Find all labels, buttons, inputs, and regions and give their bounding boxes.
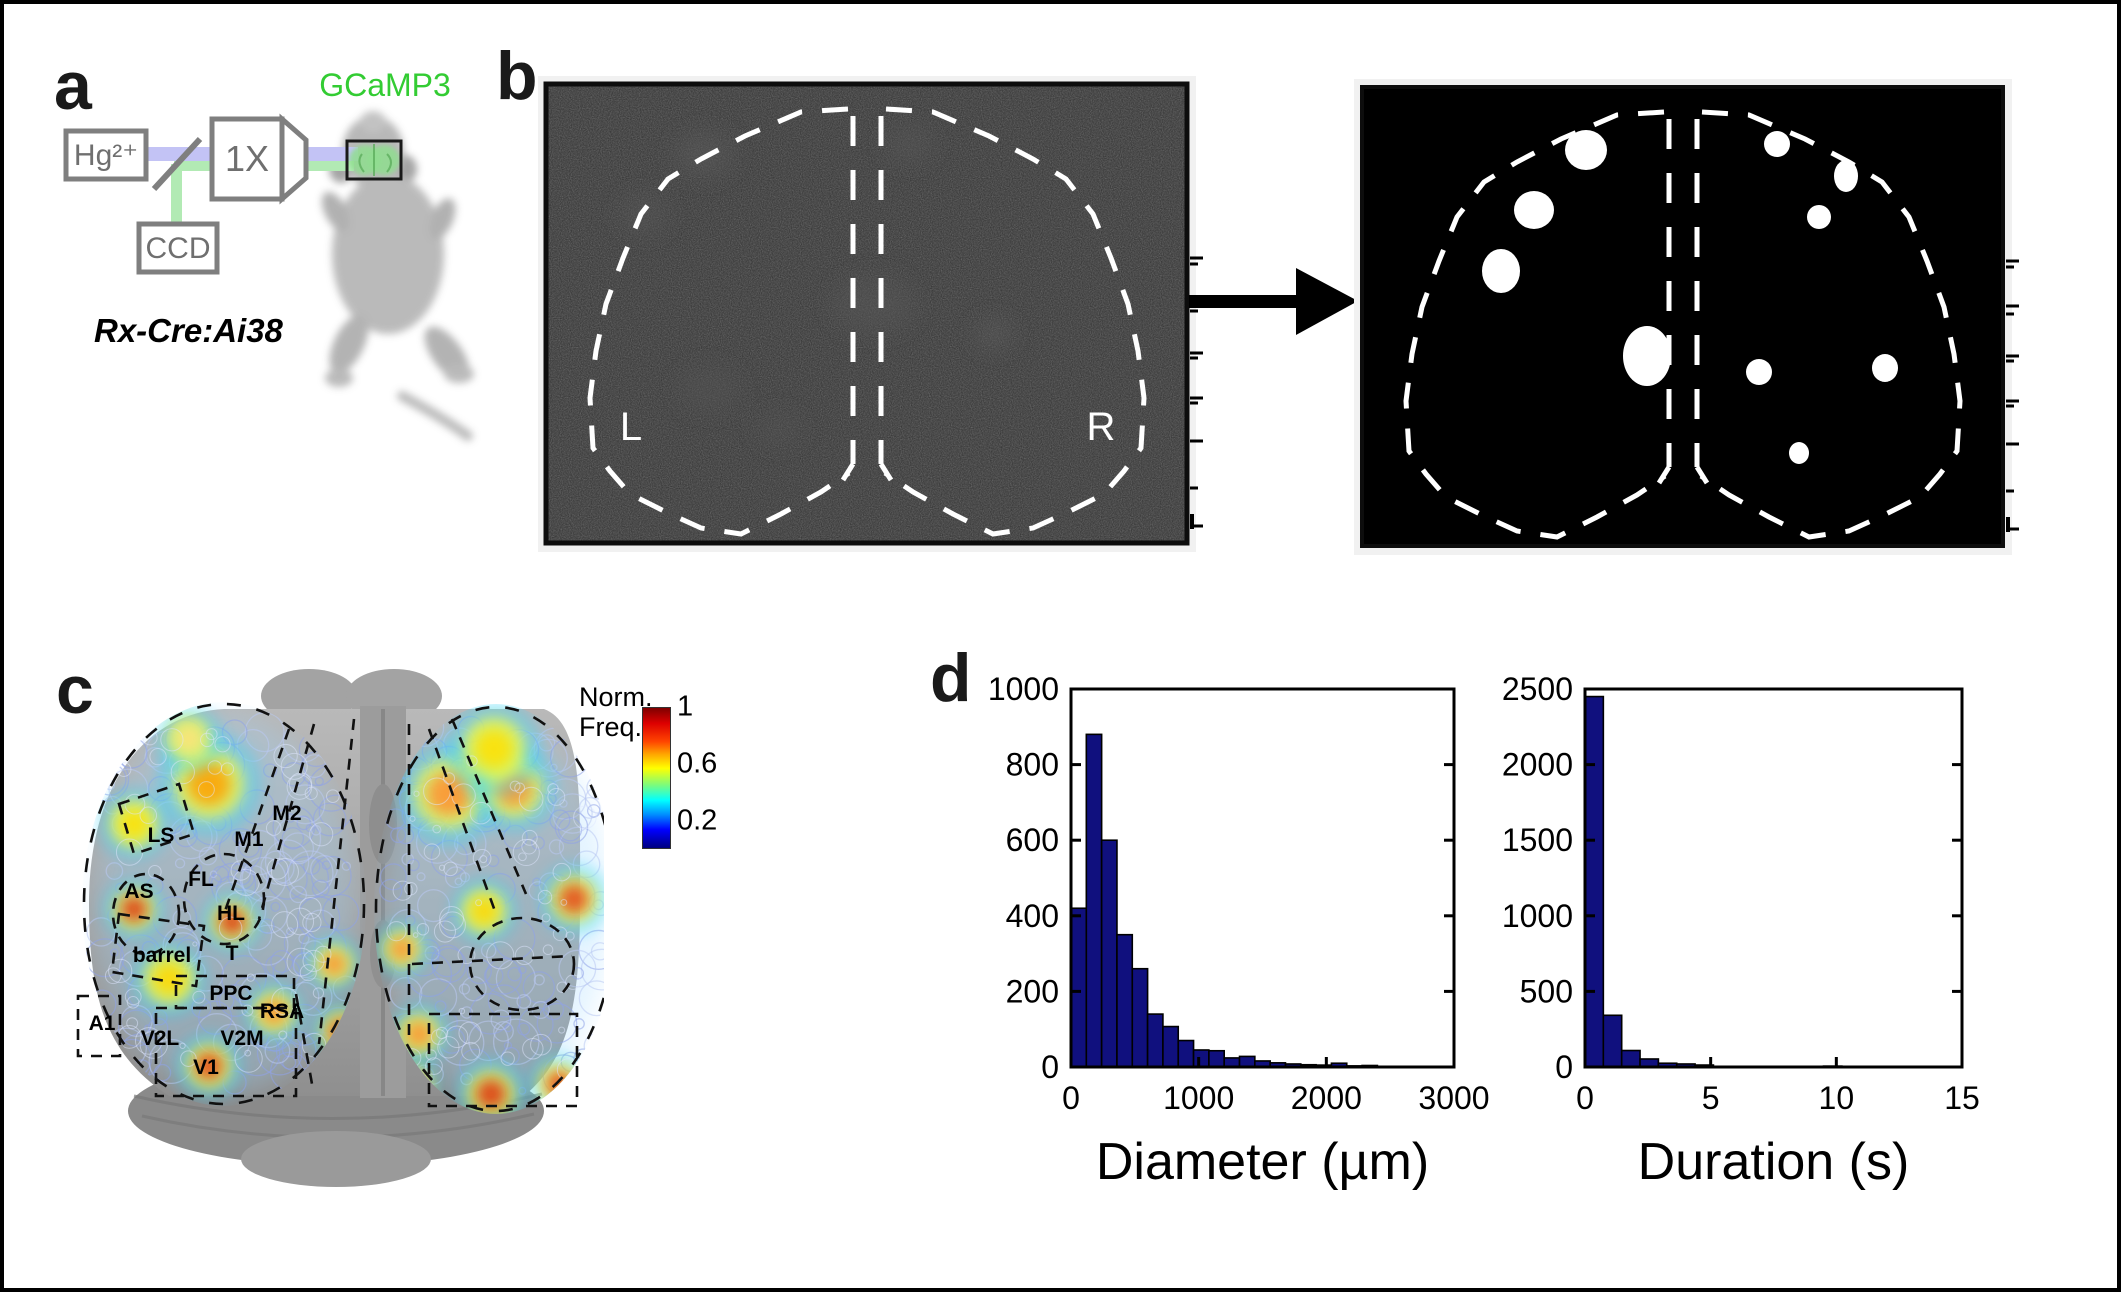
- domain-blob: [1514, 191, 1554, 229]
- y-tick-label: 800: [1006, 747, 1059, 783]
- y-tick-label: 1000: [1502, 898, 1573, 934]
- x-axis-label: Diameter (µm): [1096, 1133, 1429, 1191]
- domain-blob: [1482, 249, 1520, 293]
- colorbar-title-line2: Freq.: [579, 712, 643, 743]
- histogram-bar: [1116, 933, 1134, 1068]
- histogram-bar: [1162, 1025, 1180, 1068]
- histogram-bar: [1584, 695, 1605, 1068]
- x-axis-label: Duration (s): [1638, 1133, 1910, 1191]
- right-hemisphere-label: R: [1087, 405, 1116, 449]
- colorbar-ticks: 1 0.6 0.2: [677, 691, 737, 849]
- lamp-box: [63, 128, 149, 182]
- x-tick-label: 1000: [1163, 1080, 1234, 1116]
- histogram-bar: [1177, 1039, 1195, 1068]
- domain-blob: [1834, 160, 1858, 192]
- y-tick-label: 1500: [1502, 822, 1573, 858]
- y-tick-label: 200: [1006, 973, 1059, 1009]
- histogram-bar: [1085, 733, 1103, 1068]
- plot-box: [1583, 687, 1964, 1069]
- duration-histogram: 0 500 1000 1500 2000 2500 0 5 10 15 Duration (s): [1502, 671, 1980, 1191]
- camera-label: CCD: [146, 232, 211, 265]
- y-tick-label: 2000: [1502, 747, 1573, 783]
- x-tick-label: 0: [1576, 1080, 1594, 1116]
- panel-c-letter: c: [56, 652, 94, 728]
- diameter-histogram: 0 200 400 600 800 1000 0 1000 2000 3000 Diameter (…: [988, 671, 1490, 1191]
- domain-blob: [1789, 442, 1809, 464]
- indicator-label: GCaMP3: [319, 67, 451, 103]
- panel-b: L R: [538, 76, 2019, 555]
- colorbar-tick-label: 1: [677, 690, 694, 723]
- x-tick-label: 3000: [1418, 1080, 1489, 1116]
- histogram-bar: [1131, 967, 1149, 1068]
- y-tick-label: 400: [1006, 898, 1059, 934]
- colorbar-tick-label: 0.6: [677, 747, 718, 780]
- panel-d-letter: d: [930, 640, 972, 716]
- x-tick-label: 0: [1062, 1080, 1080, 1116]
- domain-blob: [1623, 326, 1671, 386]
- histogram-bar: [1620, 1049, 1641, 1068]
- histogram-bar: [1602, 1014, 1623, 1068]
- emission-beam-down: [171, 164, 182, 226]
- colorbar-tick-label: 0.2: [677, 804, 718, 837]
- mouse-line-label: Rx-Cre:Ai38: [94, 312, 283, 349]
- y-tick-label: 0: [1555, 1049, 1573, 1085]
- y-tick-label: 500: [1520, 973, 1573, 1009]
- y-tick-label: 0: [1041, 1049, 1059, 1085]
- domain-blob: [1764, 131, 1790, 157]
- region-borders: [76, 702, 604, 1113]
- colorbar-title: Norm. Freq.: [579, 682, 653, 742]
- histogram-bar: [1238, 1055, 1256, 1068]
- x-tick-label: 5: [1702, 1080, 1720, 1116]
- arrow-icon: [1189, 268, 1358, 335]
- panel-a-schematic: Hg²⁺ 1X CCD GCaMP3: [63, 67, 474, 441]
- panel-c-brain-map: [76, 669, 604, 1187]
- histogram-bar: [1192, 1049, 1210, 1068]
- histogram-bar: [1100, 839, 1118, 1068]
- active-domains: [1482, 130, 1898, 464]
- x-tick-label: 15: [1944, 1080, 1980, 1116]
- binarized-domain-image: [1360, 85, 2019, 548]
- domain-blob: [1872, 354, 1898, 382]
- objective-label: 1X: [225, 138, 269, 179]
- lamp-label: Hg²⁺: [74, 139, 138, 172]
- domain-blob: [1807, 205, 1831, 229]
- left-hemisphere-label: L: [620, 405, 642, 449]
- x-tick-label: 2000: [1291, 1080, 1362, 1116]
- objective-nose: [279, 113, 309, 205]
- raw-fluorescence-image: L R: [543, 81, 1203, 546]
- cranial-window: [345, 139, 403, 181]
- y-tick-label: 1000: [988, 671, 1059, 707]
- fluorescence-smudges: [620, 126, 1012, 445]
- histogram-bar: [1208, 1049, 1226, 1068]
- y-tick-label: 2500: [1502, 671, 1573, 707]
- axis-edge-ticks: [2006, 259, 2019, 532]
- x-tick-label: 10: [1819, 1080, 1855, 1116]
- domain-blob: [1746, 359, 1772, 385]
- histogram-bar: [1070, 907, 1088, 1068]
- histogram-bar: [1146, 1013, 1164, 1068]
- objective-box: [209, 116, 285, 202]
- beamsplitter: [151, 136, 203, 192]
- y-tick-label: 600: [1006, 822, 1059, 858]
- panel-b-letter: b: [496, 38, 538, 114]
- colorbar-title-line1: Norm.: [579, 682, 653, 712]
- plot-box: [1069, 687, 1456, 1069]
- panel-a-letter: a: [54, 48, 92, 124]
- colorbar: [642, 707, 671, 849]
- contour-field-right: [374, 704, 604, 1114]
- camera-box: [136, 221, 220, 275]
- domain-blob: [1565, 130, 1607, 170]
